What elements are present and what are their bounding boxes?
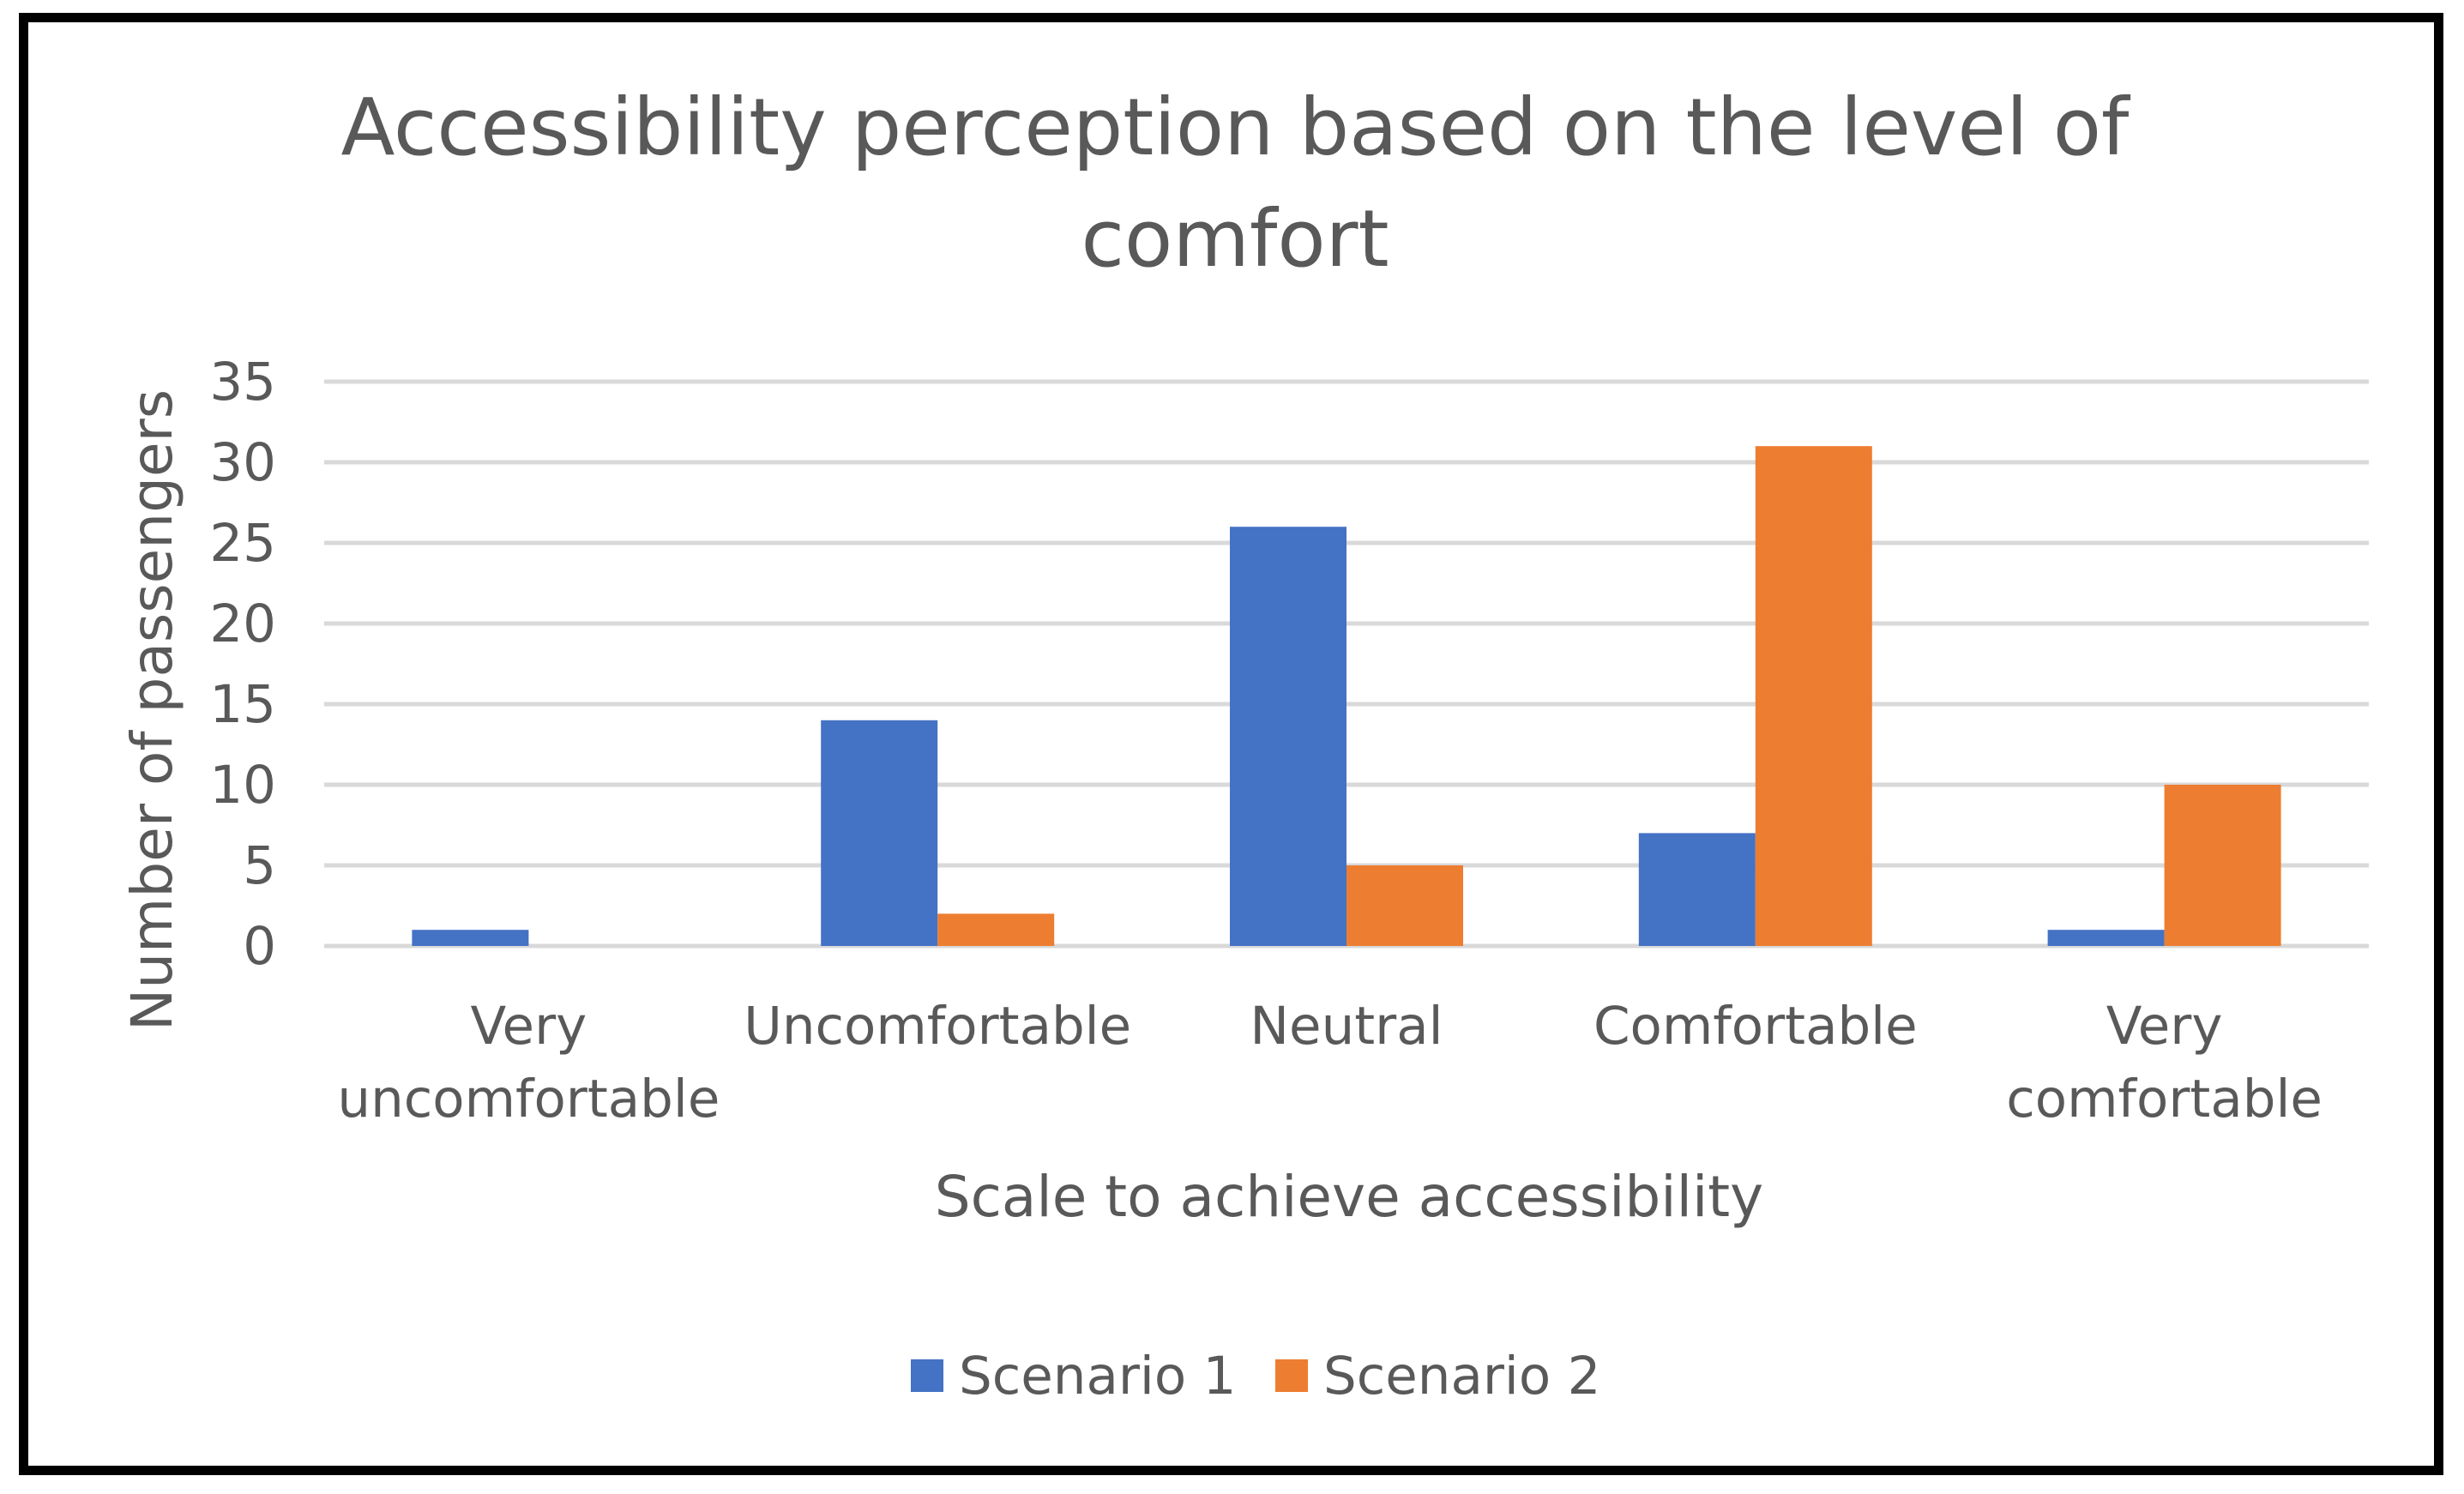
legend-item-scenario-1: Scenario 1	[911, 1346, 1236, 1407]
y-axis-ticks: 0 5 10 15 20 25 30 35	[209, 352, 276, 977]
bars	[412, 446, 2281, 946]
y-tick-label: 20	[209, 593, 276, 654]
x-category-label: Uncomfortable	[744, 996, 1131, 1057]
y-tick-label: 25	[209, 513, 276, 574]
y-tick-label: 15	[209, 674, 276, 735]
bar-scenario-1-uncomfortable	[821, 720, 938, 946]
y-tick-label: 30	[209, 432, 276, 493]
y-tick-label: 0	[243, 916, 276, 977]
x-category-label: Neutral	[1250, 996, 1443, 1057]
y-axis-title: Number of passengers	[119, 389, 185, 1031]
chart-title-line: Accessibility perception based on the le…	[341, 81, 2132, 173]
bar-scenario-1-very-comfortable	[2047, 930, 2165, 946]
x-axis-title: Scale to achieve accessibility	[935, 1164, 1764, 1230]
y-tick-label: 5	[243, 835, 276, 896]
legend-item-scenario-2: Scenario 2	[1275, 1346, 1600, 1407]
legend-swatch	[1275, 1359, 1308, 1392]
bar-scenario-2-comfortable	[1755, 446, 1872, 946]
legend: Scenario 1 Scenario 2	[911, 1346, 1600, 1407]
y-tick-label: 35	[209, 352, 276, 413]
bar-scenario-2-very-comfortable	[2164, 785, 2281, 946]
bar-scenario-1-very-uncomfortable	[412, 930, 529, 946]
x-category-label: uncomfortable	[337, 1069, 720, 1130]
chart-title: Accessibility perception based on the le…	[341, 81, 2132, 285]
chart-title-line: comfort	[1081, 193, 1389, 285]
bar-scenario-2-neutral	[1346, 865, 1463, 946]
x-category-label: comfortable	[2006, 1069, 2322, 1130]
bar-scenario-1-comfortable	[1638, 833, 1756, 946]
legend-label: Scenario 2	[1323, 1346, 1600, 1407]
x-axis-categories: Very uncomfortable Uncomfortable Neutral Com…	[337, 996, 2322, 1130]
x-category-label: Very	[2106, 996, 2223, 1057]
bar-scenario-2-uncomfortable	[937, 913, 1055, 946]
legend-label: Scenario 1	[959, 1346, 1236, 1407]
y-tick-label: 10	[209, 755, 276, 816]
x-category-label: Very	[471, 996, 587, 1057]
legend-swatch	[911, 1359, 943, 1392]
bar-scenario-1-neutral	[1230, 527, 1346, 946]
x-category-label: Comfortable	[1593, 996, 1918, 1057]
